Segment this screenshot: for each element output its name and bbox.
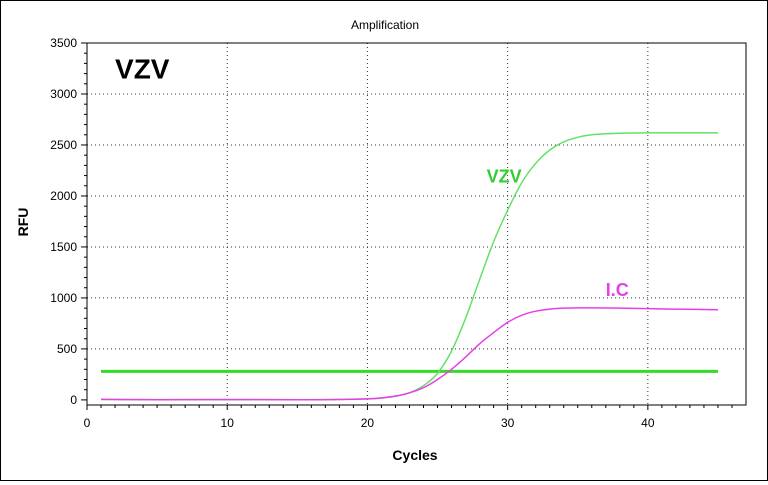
y-tick-label: 3500 [50, 36, 77, 50]
y-tick-label: 0 [70, 393, 77, 407]
grid [87, 43, 746, 405]
x-tick-label: 0 [84, 416, 91, 430]
chart-title: Amplification [351, 18, 419, 32]
y-tick-label: 500 [57, 342, 77, 356]
ic-curve [100, 307, 719, 401]
x-tick-label: 30 [501, 416, 515, 430]
plot-area [86, 42, 747, 406]
ic-series-label: I.C [606, 280, 629, 300]
x-tick-label: 20 [361, 416, 375, 430]
y-tick-label: 2500 [50, 138, 77, 152]
series [100, 132, 719, 401]
annotations: VZV VZV I.C [115, 54, 629, 300]
y-axis-label: RFU [15, 208, 31, 237]
vzv-curve [100, 132, 718, 401]
vzv-series-label: VZV [487, 167, 522, 187]
y-tick-label: 3000 [50, 87, 77, 101]
x-tick-label: 40 [641, 416, 655, 430]
x-axis-label: Cycles [392, 447, 437, 463]
y-tick-label: 2000 [50, 189, 77, 203]
y-tick-label: 1500 [50, 240, 77, 254]
y-tick-label: 1000 [50, 291, 77, 305]
target-label: VZV [115, 54, 170, 85]
ticks: 0 10 20 30 40 0 500 1000 1500 2000 2500 3000 3500 [50, 36, 733, 430]
x-tick-label: 10 [221, 416, 235, 430]
